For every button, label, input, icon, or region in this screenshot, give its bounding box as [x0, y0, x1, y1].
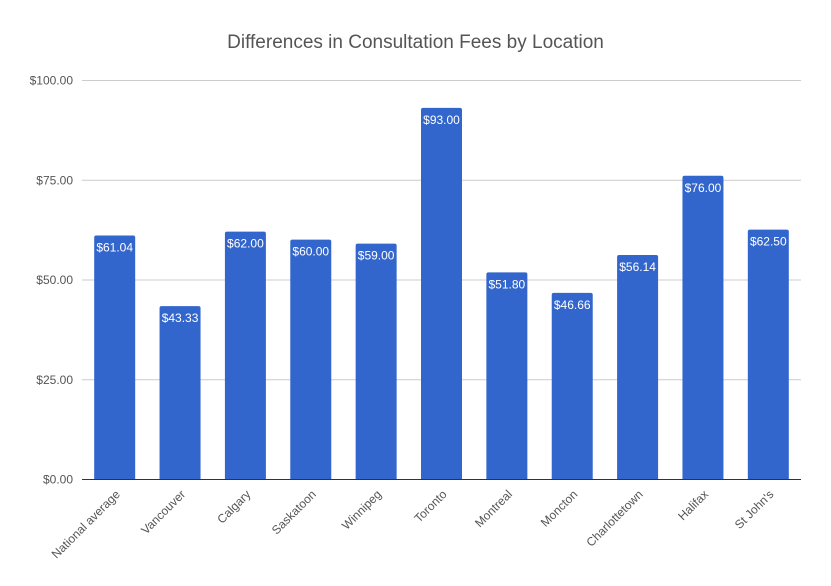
y-axis-ticks: $0.00 $25.00 $50.00 $75.00 $100.00: [30, 74, 74, 487]
x-tick-label: Charlottetown: [583, 487, 645, 549]
bar: [355, 243, 397, 479]
x-tick-label: St John's: [732, 487, 777, 532]
data-label: $51.80: [489, 277, 526, 291]
data-label: $59.00: [358, 249, 395, 263]
data-label: $43.33: [162, 311, 199, 325]
data-label: $76.00: [685, 181, 722, 195]
x-tick-label: Moncton: [538, 487, 580, 529]
bars: [94, 107, 789, 480]
y-tick-label: $0.00: [43, 473, 73, 487]
y-tick-label: $75.00: [36, 173, 73, 187]
bar: [551, 292, 593, 479]
x-tick-label: Halifax: [675, 487, 711, 523]
data-label: $56.14: [619, 260, 656, 274]
y-tick-label: $25.00: [36, 373, 73, 387]
y-tick-label: $100.00: [30, 74, 74, 88]
x-tick-label: Toronto: [411, 487, 449, 525]
y-tick-label: $50.00: [36, 273, 73, 287]
bar: [747, 229, 789, 479]
x-tick-label: Montreal: [472, 487, 515, 530]
data-label: $93.00: [423, 113, 460, 127]
data-label: $46.66: [554, 298, 591, 312]
x-tick-label: Vancouver: [138, 487, 188, 537]
x-tick-label: Calgary: [214, 487, 253, 526]
x-tick-label: National average: [49, 487, 123, 561]
data-label: $60.00: [292, 245, 329, 259]
bar: [617, 255, 659, 479]
data-label: $61.04: [96, 240, 133, 254]
bar: [224, 231, 266, 479]
bar: [94, 235, 136, 479]
data-label: $62.50: [750, 235, 787, 249]
x-axis-ticks: National average Vancouver Calgary Saskatoo…: [49, 487, 777, 561]
bar: [421, 107, 462, 480]
data-label: $62.00: [227, 237, 264, 251]
x-tick-label: Winnipeg: [339, 487, 384, 532]
data-labels: $61.04 $43.33 $62.00 $60.00 $59.00 $93.00 $51.…: [96, 113, 787, 325]
bar: [682, 175, 724, 479]
bar: [486, 272, 528, 479]
chart-title: Differences in Consultation Fees by Loca…: [227, 32, 604, 53]
bar: [290, 239, 332, 479]
x-tick-label: Saskatoon: [269, 487, 319, 537]
bar: [159, 306, 201, 479]
